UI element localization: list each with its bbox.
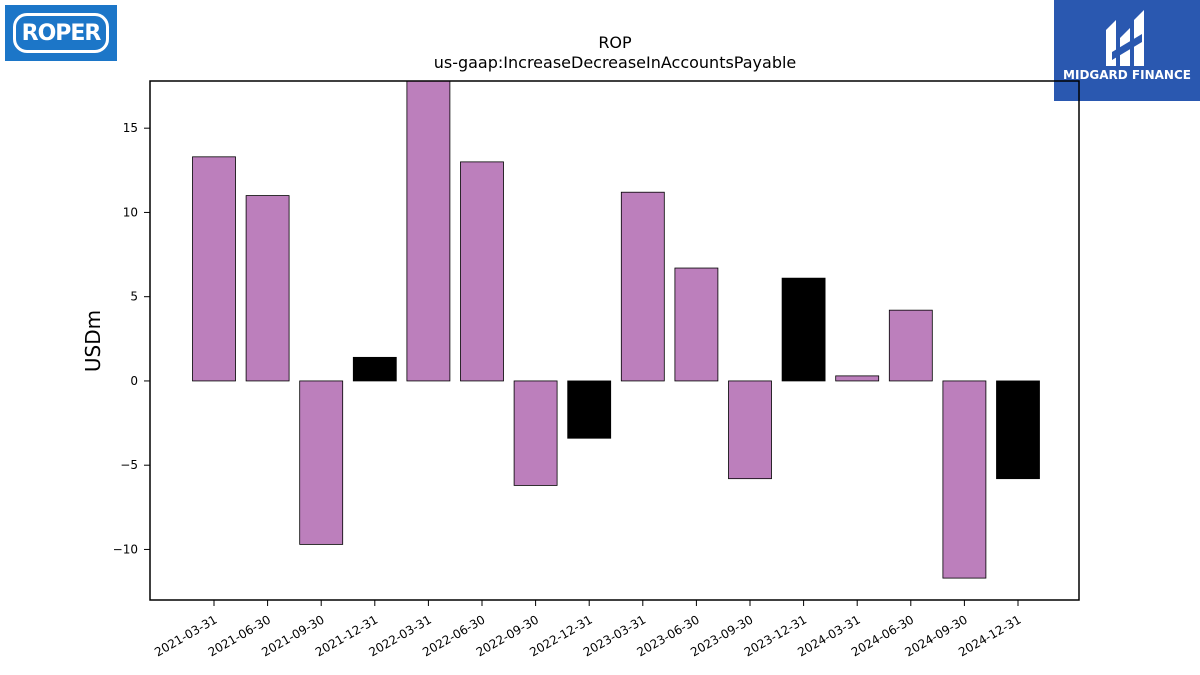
- bar-2021-09-30: [299, 380, 344, 545]
- midgard-mark-icon: [1106, 10, 1144, 66]
- midgard-finance-logo: MIDGARD FINANCE: [1054, 0, 1200, 101]
- bar-2023-09-30: [728, 380, 772, 480]
- bar-2023-12-31: [781, 277, 826, 382]
- bar-2023-06-30: [674, 267, 719, 382]
- bar-2024-06-30: [888, 309, 933, 382]
- bar-2022-09-30: [513, 380, 558, 486]
- bar-2021-06-30: [245, 195, 290, 382]
- bars-group: [192, 80, 1040, 579]
- bar-2024-03-31: [835, 375, 880, 382]
- y-tick-label: 10: [123, 205, 138, 219]
- bar-2021-03-31: [192, 156, 236, 382]
- y-tick-label: −10: [113, 542, 138, 556]
- bar-2022-06-30: [460, 161, 504, 382]
- roper-logo-text: ROPER: [21, 20, 102, 46]
- y-axis: −10 −5 0 5 10 15: [113, 121, 150, 556]
- bar-2022-03-31: [406, 80, 451, 382]
- bar-2024-09-30: [942, 380, 987, 579]
- bar-2022-12-31: [567, 380, 612, 439]
- x-axis: 2021-03-312021-06-302021-09-302021-12-31…: [152, 600, 1024, 659]
- y-tick-label: 5: [130, 290, 138, 304]
- bar-2024-12-31: [996, 380, 1040, 480]
- roper-logo: ROPER: [5, 5, 117, 61]
- y-tick-label: 15: [123, 121, 138, 135]
- chart-subtitle: us-gaap:IncreaseDecreaseInAccountsPayabl…: [434, 53, 797, 72]
- bar-2023-03-31: [620, 191, 665, 382]
- midgard-logo-text: MIDGARD FINANCE: [1063, 68, 1191, 82]
- y-tick-label: 0: [130, 374, 138, 388]
- roper-logo-badge: ROPER: [13, 13, 109, 53]
- plot-frame: [149, 80, 1080, 601]
- bar-2021-12-31: [352, 356, 397, 382]
- chart-title: ROP: [598, 33, 632, 52]
- y-axis-label: USDm: [81, 310, 105, 372]
- y-tick-label: −5: [120, 458, 138, 472]
